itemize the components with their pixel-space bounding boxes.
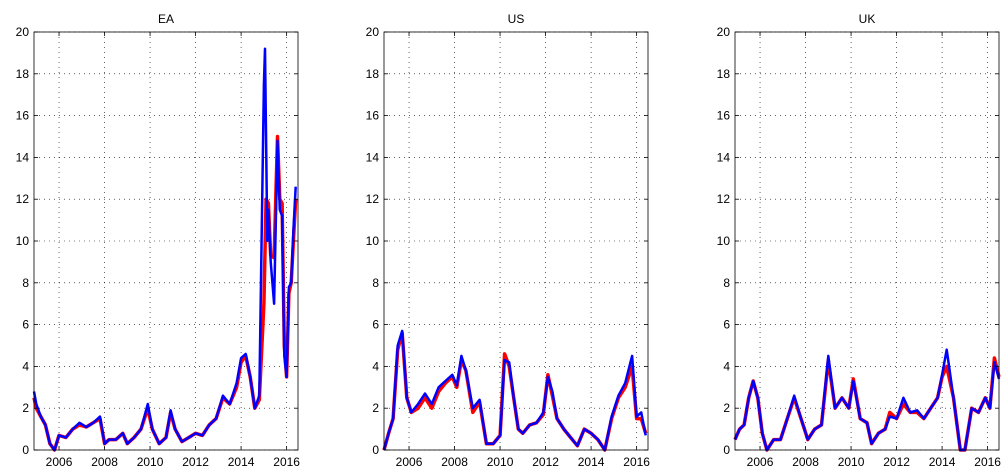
chart-title: UK: [859, 12, 876, 26]
x-tick-label: 2010: [838, 455, 865, 469]
y-tick-label: 18: [16, 67, 30, 81]
x-tick-label: 2006: [747, 455, 774, 469]
x-tick-label: 2008: [792, 455, 819, 469]
y-tick-label: 2: [22, 401, 29, 415]
series-line-blue: [32, 47, 297, 452]
chart-panel-ea: 0 2 4 6 8 10 12 14 16 18 20 2006 2008 2010 2012 2014 201…: [16, 12, 301, 469]
y-tick-label: 10: [366, 234, 380, 248]
x-tick-label: 2016: [623, 455, 650, 469]
y-tick-label: 6: [723, 318, 730, 332]
y-tick-label: 0: [22, 443, 29, 457]
x-tick-label: 2014: [578, 455, 605, 469]
x-tick-label: 2012: [182, 455, 209, 469]
y-tick-label: 8: [22, 276, 29, 290]
y-tick-label: 4: [22, 359, 29, 373]
y-tick-label: 16: [717, 109, 731, 123]
y-tick-label: 14: [16, 150, 30, 164]
y-tick-label: 6: [372, 318, 379, 332]
y-tick-label: 8: [723, 276, 730, 290]
x-tick-label: 2012: [883, 455, 910, 469]
y-tick-label: 0: [723, 443, 730, 457]
y-tick-label: 20: [16, 25, 30, 39]
y-tick-label: 8: [372, 276, 379, 290]
x-tick-label: 2016: [273, 455, 300, 469]
x-tick-label: 2010: [487, 455, 514, 469]
x-tick-label: 2008: [91, 455, 118, 469]
x-tick-label: 2006: [396, 455, 423, 469]
x-tick-label: 2014: [929, 455, 956, 469]
y-tick-label: 14: [717, 150, 731, 164]
x-tick-label: 2016: [974, 455, 1001, 469]
y-tick-label: 10: [717, 234, 731, 248]
x-tick-label: 2014: [228, 455, 255, 469]
chart-panel-uk: 0 2 4 6 8 10 12 14 16 18 20 2006 2008 2010 2012 2014 201…: [717, 12, 1002, 469]
y-tick-label: 4: [723, 359, 730, 373]
y-tick-label: 20: [717, 25, 731, 39]
y-tick-label: 10: [16, 234, 30, 248]
series-line-blue: [382, 329, 647, 452]
chart-title: US: [508, 12, 525, 26]
x-tick-label: 2010: [137, 455, 164, 469]
y-tick-label: 0: [372, 443, 379, 457]
y-tick-label: 12: [717, 192, 731, 206]
y-tick-label: 20: [366, 25, 380, 39]
y-tick-label: 12: [16, 192, 30, 206]
chart-title: EA: [158, 12, 174, 26]
x-tick-label: 2012: [532, 455, 559, 469]
y-tick-label: 2: [372, 401, 379, 415]
plot-frame: [383, 31, 649, 451]
x-tick-label: 2006: [46, 455, 73, 469]
y-tick-label: 14: [366, 150, 380, 164]
series-line-blue: [733, 348, 1001, 452]
y-tick-label: 6: [22, 318, 29, 332]
x-tick-label: 2008: [441, 455, 468, 469]
y-tick-label: 16: [16, 109, 30, 123]
chart-panel-us: 0 2 4 6 8 10 12 14 16 18 20 2006 2008 2010 2012 2014 201…: [366, 12, 651, 469]
series-line-red: [382, 331, 648, 452]
y-tick-label: 16: [366, 109, 380, 123]
y-tick-label: 2: [723, 401, 730, 415]
y-tick-label: 18: [717, 67, 731, 81]
y-tick-label: 18: [366, 67, 380, 81]
y-tick-label: 12: [366, 192, 380, 206]
plot-frame: [734, 31, 1000, 451]
y-tick-label: 4: [372, 359, 379, 373]
